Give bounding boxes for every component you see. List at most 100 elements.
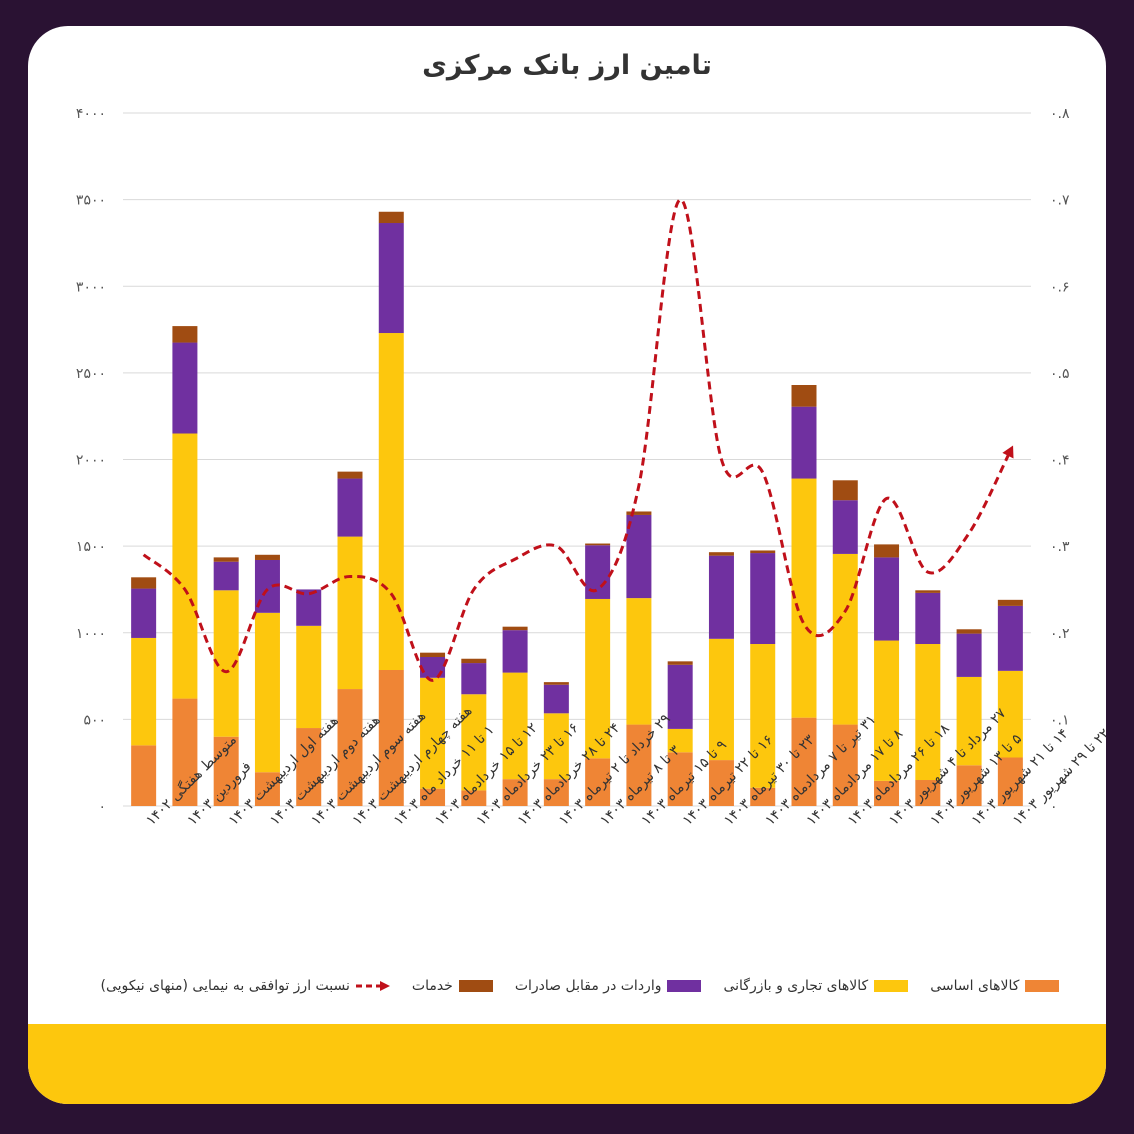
legend-swatch <box>874 980 909 992</box>
bar-segment-3 <box>667 664 693 729</box>
bar-segment-1 <box>708 760 734 806</box>
bar-segment-4 <box>461 658 487 664</box>
bar-segment-3 <box>461 663 487 695</box>
bar-segment-2 <box>667 728 693 753</box>
bar-segment-3 <box>337 478 363 537</box>
bar-segment-4 <box>874 544 900 558</box>
legend-item: نسبت ارز توافقی به نیمایی (منهای نیکویی) <box>101 978 390 994</box>
bar-segment-3 <box>213 561 239 591</box>
bar-segment-1 <box>131 745 157 806</box>
y-right-tick-label: ۰.۳ <box>1050 539 1070 555</box>
bar-segment-3 <box>378 223 404 334</box>
bar-segment-3 <box>832 500 858 554</box>
bar-segment-1 <box>956 765 982 806</box>
legend-item: کالاهای تجاری و بازرگانی <box>723 978 909 994</box>
bar-segment-4 <box>378 211 404 224</box>
bar-segment-4 <box>337 471 363 479</box>
bar-segment-1 <box>791 717 817 806</box>
y-right-tick-label: ۰.۸ <box>1050 106 1070 122</box>
bar-segment-4 <box>832 480 858 501</box>
bar-segment-4 <box>420 652 446 658</box>
y-right-tick-label: ۰.۶ <box>1050 279 1070 295</box>
bar-segment-4 <box>750 550 776 554</box>
legend-item: کالاهای اساسی <box>930 978 1060 994</box>
y-left-tick-label: ۳۵۰۰ <box>76 193 106 209</box>
legend-item: خدمات <box>412 978 493 994</box>
bar-segment-1 <box>172 698 198 806</box>
bar-segment-2 <box>956 676 982 766</box>
bar-segment-2 <box>296 625 322 729</box>
legend-line-key <box>355 981 390 991</box>
y-right-tick-label: ۰.۷ <box>1050 193 1070 209</box>
bar-segment-3 <box>131 588 157 638</box>
bar-segment-1 <box>874 780 900 806</box>
y-left-tick-label: ۳۰۰۰ <box>76 279 106 295</box>
legend-swatch <box>1025 980 1060 992</box>
legend-label: کالاهای تجاری و بازرگانی <box>723 978 869 994</box>
bar-segment-4 <box>791 385 817 407</box>
bar-segment-2 <box>131 637 157 746</box>
bar-segment-2 <box>750 644 776 788</box>
bar-segment-4 <box>997 599 1023 606</box>
bar-segment-2 <box>874 640 900 781</box>
bar-segment-1 <box>585 758 611 806</box>
bar-segment-1 <box>502 779 528 806</box>
chart-title: تامین ارز بانک مرکزی <box>422 50 712 81</box>
bar-segment-2 <box>997 670 1023 758</box>
legend-swatch <box>667 980 702 992</box>
bar-segment-3 <box>172 342 198 434</box>
bar-segment-3 <box>997 605 1023 671</box>
bar-segment-1 <box>750 787 776 806</box>
bar-segment-1 <box>543 779 569 806</box>
chart-legend: نسبت ارز توافقی به نیمایی (منهای نیکویی)… <box>100 974 1060 998</box>
bar-segment-2 <box>337 536 363 690</box>
chart-plot: ۰ ۰ ۵۰۰ ۰.۱ ۱۰۰۰ ۰.۲ ۱۵۰۰ ۰.۳ ۲۰۰۰ ۰.۴ ۲۵۰۰ ۰.۵ ۳۰۰۰… <box>76 106 1106 829</box>
bar-segment-4 <box>254 554 280 560</box>
bar-segment-4 <box>626 511 652 515</box>
bar-segment-4 <box>172 326 198 343</box>
bar-segment-1 <box>667 752 693 806</box>
bar-segment-2 <box>585 598 611 759</box>
footer-band <box>28 1024 1106 1104</box>
bar-segment-1 <box>420 788 446 806</box>
bar-segment-4 <box>502 626 528 631</box>
bar-segment-1 <box>626 724 652 806</box>
legend-label: خدمات <box>411 978 453 994</box>
bar-segment-1 <box>915 780 941 806</box>
chart-card: تامین ارز بانک مرکزی ۰ ۰ ۵۰۰ ۰.۱ ۱۰۰۰ ۰.۲ ۱۵۰۰… <box>28 26 1106 1104</box>
bar-segment-2 <box>502 672 528 780</box>
bar-segment-3 <box>626 514 652 599</box>
bar-segment-4 <box>543 682 569 685</box>
bar-segment-2 <box>626 598 652 725</box>
bar-segment-2 <box>543 713 569 780</box>
line-series-arrowhead <box>1002 445 1014 459</box>
y-right-tick-label: ۰.۵ <box>1050 366 1070 382</box>
bar-segment-3 <box>296 589 322 626</box>
bar-segment-3 <box>874 557 900 641</box>
y-left-tick-label: ۴۰۰۰ <box>76 106 106 122</box>
bar-segment-3 <box>502 630 528 673</box>
bar-segment-1 <box>337 689 363 806</box>
y-right-tick-label: ۰.۲ <box>1050 626 1070 642</box>
bar-segment-1 <box>461 790 487 806</box>
bar-segment-1 <box>997 757 1023 806</box>
bar-segment-3 <box>585 545 611 599</box>
legend-label: نسبت ارز توافقی به نیمایی (منهای نیکویی) <box>100 978 350 994</box>
bar-segment-4 <box>708 552 734 556</box>
bar-segment-2 <box>461 694 487 791</box>
bar-segment-4 <box>956 629 982 634</box>
bar-segment-3 <box>915 592 941 645</box>
y-right-tick-label: ۰ <box>1050 799 1058 815</box>
bar-segment-2 <box>172 433 198 699</box>
y-left-tick-label: ۰ <box>98 799 106 815</box>
bar-segment-1 <box>213 736 239 806</box>
bar-segment-3 <box>543 684 569 714</box>
bar-segment-1 <box>832 724 858 806</box>
bar-segment-2 <box>420 677 446 789</box>
bar-segment-1 <box>296 728 322 806</box>
bar-segment-4 <box>667 661 693 665</box>
y-left-tick-label: ۲۰۰۰ <box>76 453 106 469</box>
y-right-tick-label: ۰.۱ <box>1050 712 1070 728</box>
bar-segment-2 <box>915 644 941 781</box>
legend-label: کالاهای اساسی <box>930 978 1020 994</box>
